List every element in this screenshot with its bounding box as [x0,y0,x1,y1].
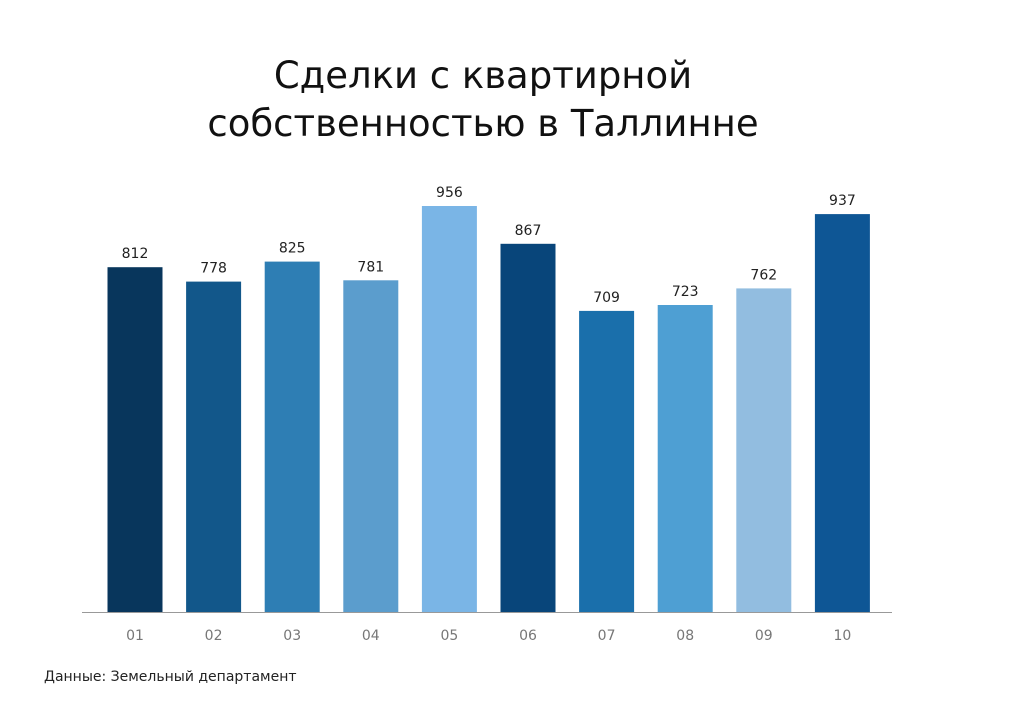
bar-01 [107,267,163,612]
x-tick-label-04: 04 [362,628,380,644]
source-note: Данные: Земельный департамент [44,669,297,685]
bar-value-label-07: 709 [593,290,620,306]
bar-07 [579,310,635,612]
bar-08 [657,305,713,612]
bars-group: 812 01 778 02 825 03 781 04 956 05 867 06 709 07 723 08… [107,185,870,644]
bar-value-label-05: 956 [436,185,463,201]
chart-title-line-1: Сделки с квартирной [273,54,693,97]
bar-value-label-09: 762 [750,267,777,283]
chart-title-line-2: собственностью в Таллинне [207,102,759,145]
x-tick-label-01: 01 [126,628,144,644]
bar-02 [186,281,242,612]
bar-value-label-01: 812 [122,246,149,262]
x-tick-label-10: 10 [833,628,851,644]
x-tick-label-03: 03 [283,628,301,644]
x-tick-label-09: 09 [755,628,773,644]
bar-06 [500,243,556,613]
x-tick-label-05: 05 [440,628,458,644]
bar-value-label-02: 778 [200,261,227,277]
bar-value-label-08: 723 [672,284,699,300]
bar-value-label-10: 937 [829,193,856,209]
bar-value-label-04: 781 [357,259,384,275]
chart-title: Сделки с квартирной собственностью в Тал… [0,52,966,148]
x-tick-label-06: 06 [519,628,537,644]
x-tick-label-07: 07 [598,628,616,644]
bar-05 [421,206,477,612]
bar-10 [814,214,870,612]
x-tick-label-02: 02 [205,628,223,644]
x-tick-label-08: 08 [676,628,694,644]
bar-04 [343,280,399,612]
bar-03 [264,261,320,612]
bar-value-label-06: 867 [515,223,542,239]
bar-value-label-03: 825 [279,241,306,257]
bar-09 [736,288,792,612]
